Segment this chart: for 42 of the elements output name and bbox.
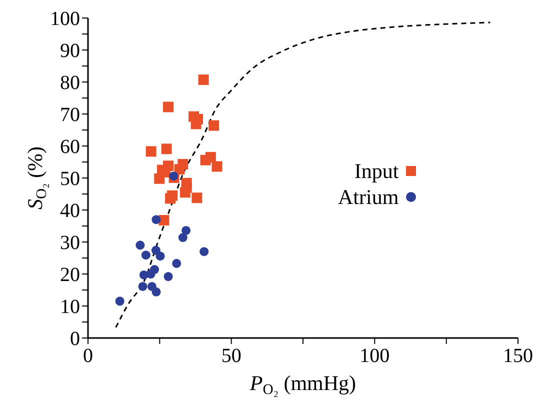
- point: [212, 161, 222, 172]
- point: [200, 247, 209, 256]
- point: [200, 154, 211, 166]
- point: [146, 269, 156, 279]
- point: [138, 282, 148, 291]
- point: [178, 233, 188, 242]
- point: [115, 296, 124, 306]
- legend-label: Input: [354, 158, 399, 184]
- y-tick-label: 100: [50, 8, 80, 30]
- point: [192, 192, 202, 204]
- point: [172, 258, 182, 268]
- point: [152, 287, 161, 296]
- line-series: [115, 22, 491, 328]
- y-tick-label: 40: [60, 200, 80, 222]
- point: [136, 240, 145, 250]
- y-tick-label: 80: [60, 72, 80, 94]
- point: [182, 226, 191, 235]
- y-tick-label: 70: [60, 104, 80, 126]
- x-tick-label: 100: [360, 345, 390, 368]
- point: [161, 144, 172, 154]
- point: [154, 173, 165, 184]
- y-tick-label: 0: [70, 328, 80, 350]
- point: [208, 120, 220, 131]
- point: [198, 74, 209, 86]
- y-tick-label: 60: [60, 136, 80, 158]
- point: [164, 272, 173, 282]
- point: [146, 146, 156, 157]
- point: [152, 215, 161, 224]
- point: [156, 252, 165, 261]
- x-tick-label: 50: [221, 345, 242, 368]
- legend-label: Atrium: [338, 184, 399, 210]
- y-tick-label: 30: [60, 232, 80, 254]
- y-tick-label: 10: [60, 296, 80, 318]
- point: [163, 102, 174, 112]
- y-tick-label: 20: [60, 264, 80, 286]
- point: [141, 250, 150, 260]
- x-axis-title: P$_{O₂}$ (mmHg): [248, 371, 356, 398]
- y-tick-label: 90: [60, 40, 80, 62]
- point: [165, 193, 176, 204]
- y-tick-label: 50: [60, 168, 80, 190]
- x-tick-label: 150: [503, 345, 533, 368]
- point: [180, 187, 190, 198]
